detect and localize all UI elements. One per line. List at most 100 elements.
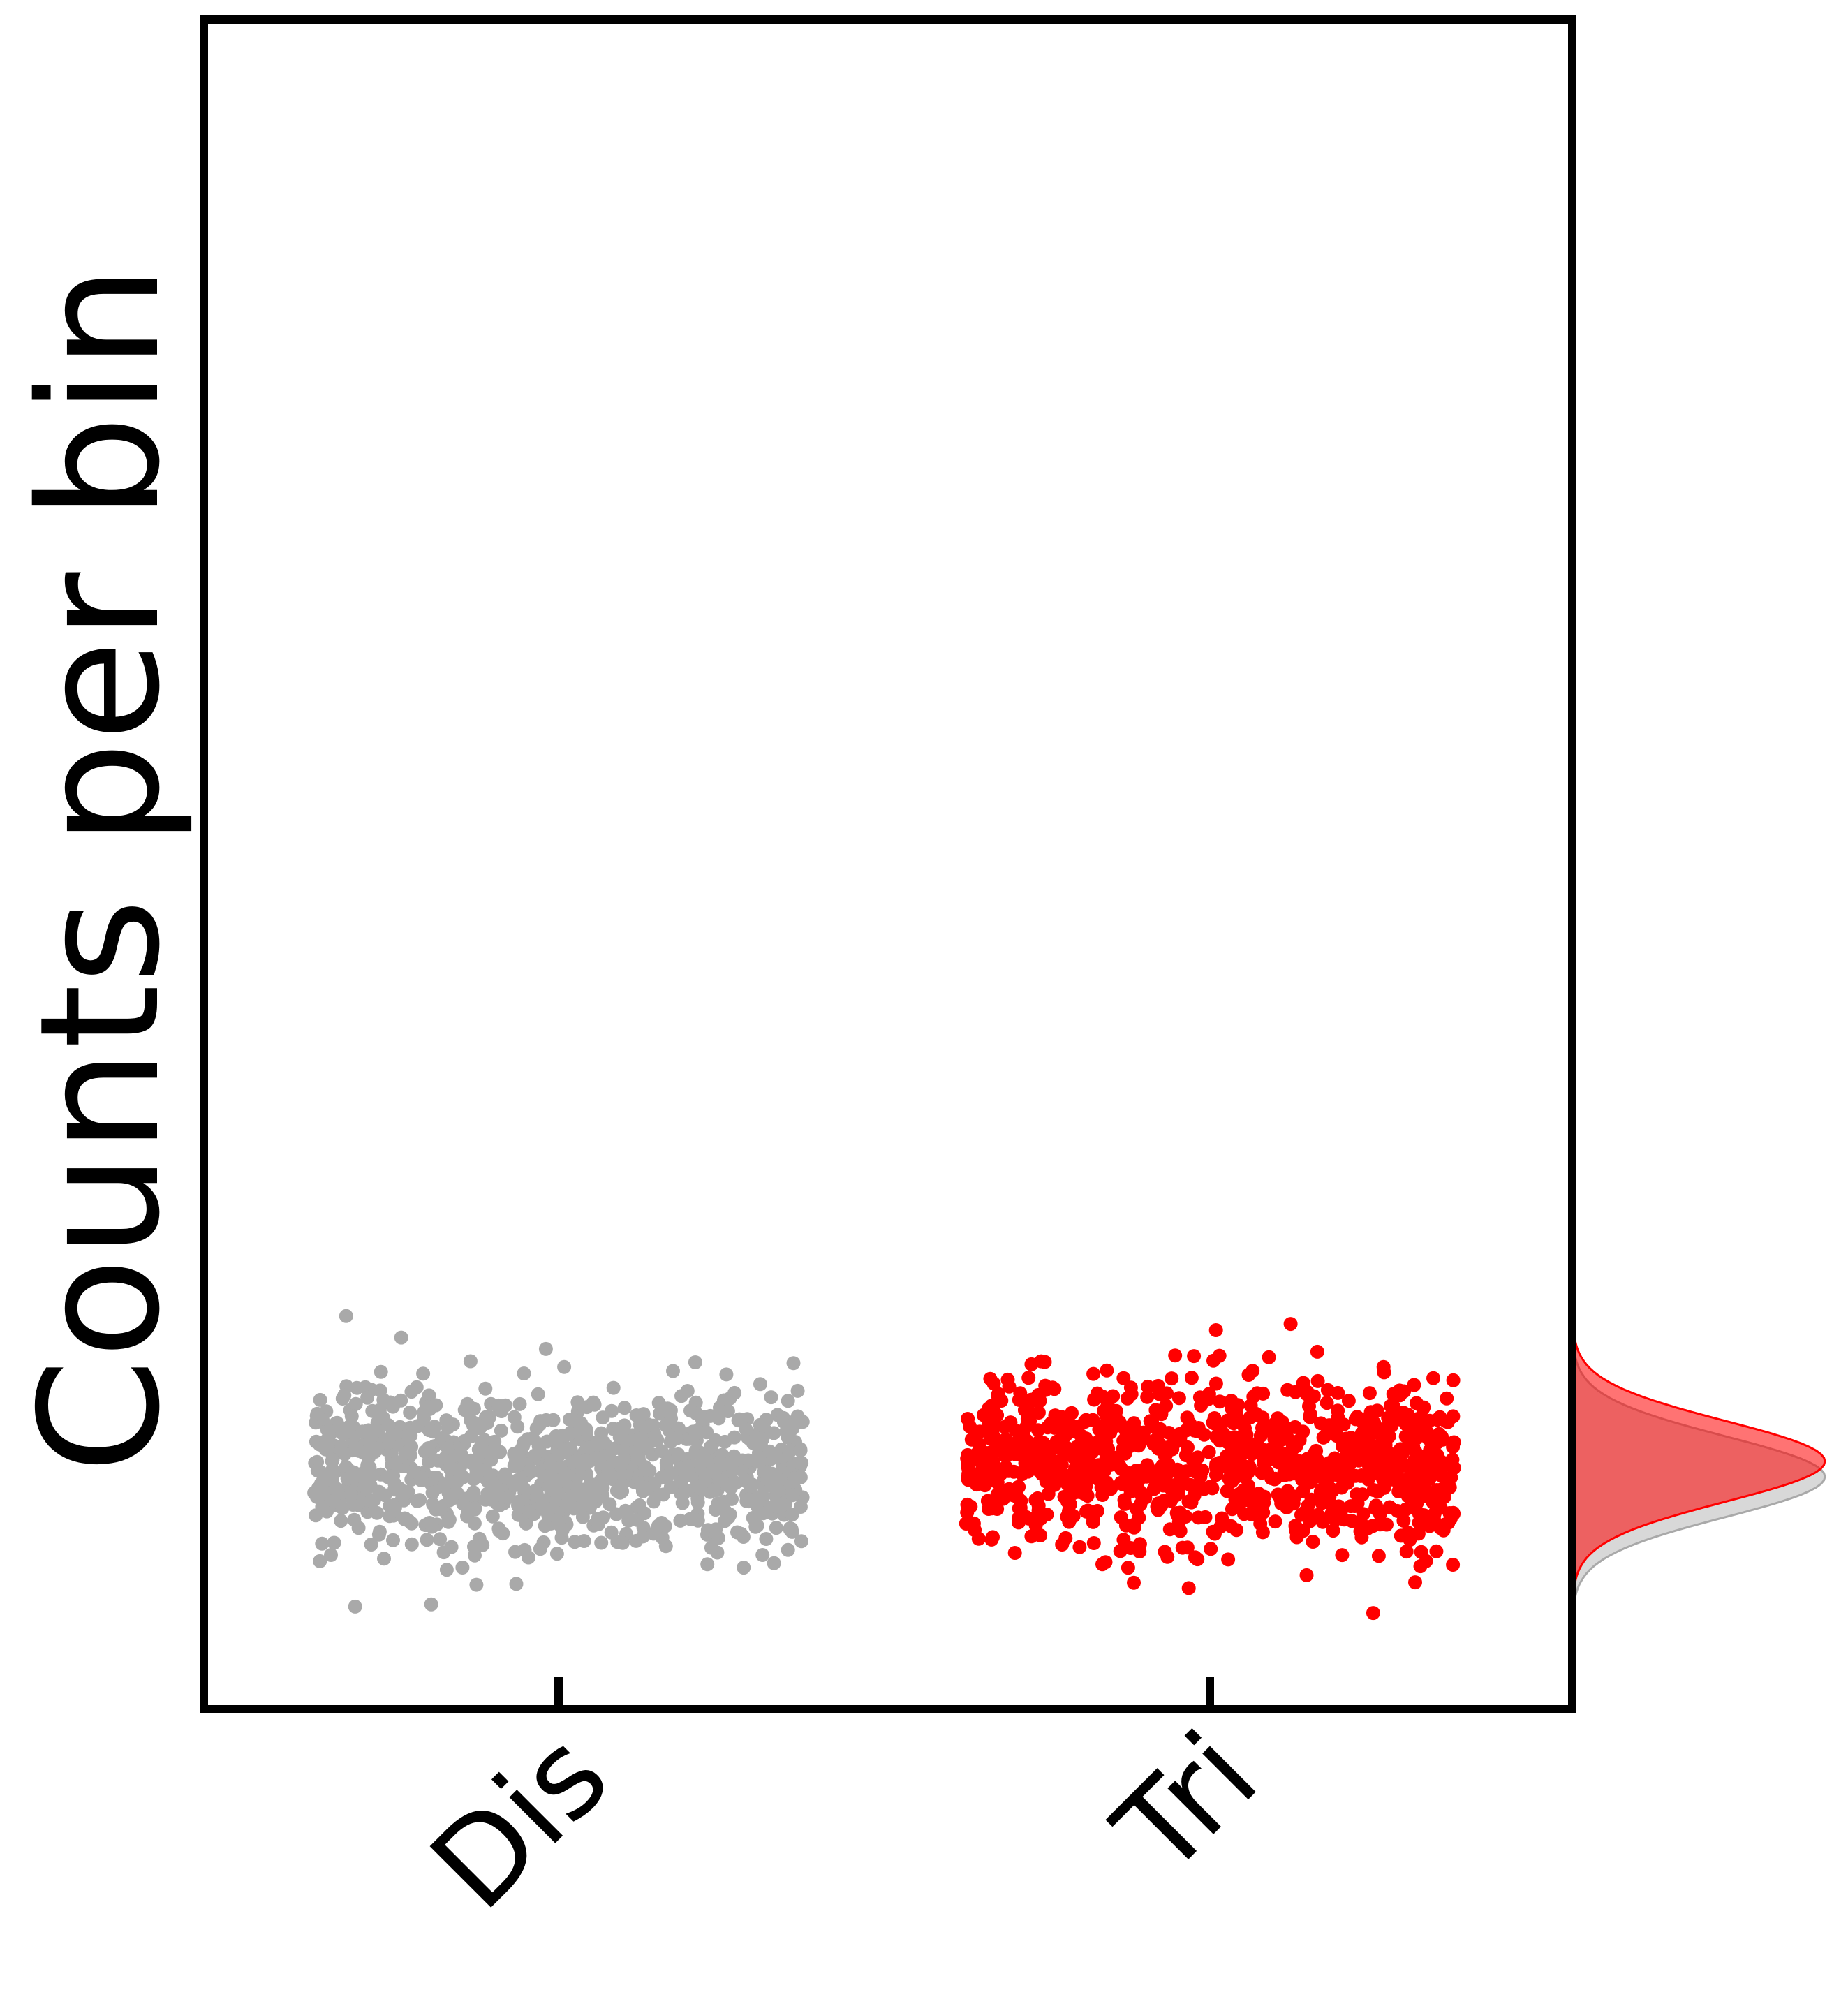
data-point — [1341, 1394, 1356, 1408]
data-point — [781, 1542, 795, 1557]
data-point — [1447, 1435, 1461, 1450]
data-point — [1212, 1348, 1227, 1363]
data-point — [463, 1354, 478, 1369]
data-point — [1086, 1366, 1101, 1381]
data-point — [750, 1454, 764, 1468]
data-point — [1188, 1464, 1202, 1479]
data-point — [1055, 1538, 1070, 1552]
data-point — [760, 1471, 774, 1486]
data-point — [704, 1540, 718, 1555]
data-point — [603, 1497, 617, 1512]
data-point — [1120, 1391, 1134, 1406]
data-point — [404, 1516, 419, 1531]
data-point — [507, 1459, 522, 1473]
data-point — [1296, 1524, 1310, 1538]
data-point — [784, 1521, 799, 1536]
data-point — [1079, 1504, 1093, 1519]
data-point — [1362, 1386, 1377, 1401]
data-point — [1159, 1399, 1174, 1413]
data-point — [387, 1503, 401, 1518]
data-point — [1398, 1502, 1413, 1517]
data-point — [1257, 1463, 1271, 1477]
data-point — [473, 1419, 488, 1433]
data-point — [1027, 1392, 1041, 1407]
data-point — [530, 1488, 545, 1503]
data-point — [456, 1496, 471, 1511]
data-point — [1171, 1514, 1186, 1529]
data-point — [755, 1548, 770, 1562]
data-point — [1067, 1450, 1081, 1465]
data-point — [961, 1412, 975, 1426]
data-point — [327, 1535, 341, 1550]
data-point — [339, 1309, 353, 1323]
data-point — [1175, 1540, 1190, 1555]
marginal-density — [1571, 1299, 1826, 1639]
data-point — [1412, 1488, 1426, 1503]
data-point — [1060, 1440, 1074, 1455]
data-point — [385, 1457, 399, 1472]
data-point — [688, 1395, 703, 1410]
data-point — [1024, 1357, 1039, 1371]
data-point — [767, 1499, 782, 1514]
data-point — [1296, 1484, 1310, 1498]
data-point — [531, 1387, 545, 1401]
data-point — [1033, 1528, 1048, 1542]
data-point — [337, 1388, 352, 1403]
data-point — [1379, 1466, 1394, 1480]
data-point — [1437, 1517, 1452, 1532]
data-point — [723, 1508, 737, 1522]
data-point — [1124, 1477, 1138, 1492]
data-point — [790, 1383, 805, 1398]
data-point — [545, 1475, 560, 1489]
data-point — [382, 1436, 397, 1450]
data-point — [573, 1421, 588, 1436]
data-point — [781, 1430, 795, 1445]
data-point — [416, 1366, 431, 1381]
data-point — [422, 1516, 437, 1530]
data-point — [1064, 1418, 1079, 1433]
data-point — [1435, 1430, 1449, 1445]
data-point — [501, 1490, 515, 1505]
data-point — [568, 1535, 582, 1549]
data-point — [450, 1475, 464, 1489]
data-point — [310, 1464, 325, 1478]
data-point — [420, 1533, 434, 1547]
data-point — [1037, 1355, 1052, 1369]
data-point — [1268, 1514, 1282, 1529]
data-point — [991, 1388, 1005, 1403]
data-point — [398, 1445, 413, 1460]
data-point — [575, 1510, 590, 1524]
data-point — [786, 1356, 801, 1371]
data-point — [764, 1390, 778, 1405]
data-point — [1019, 1444, 1034, 1459]
data-point — [1190, 1424, 1204, 1438]
data-point — [759, 1413, 774, 1427]
data-point — [309, 1434, 323, 1449]
data-point — [563, 1489, 578, 1504]
data-point — [596, 1510, 610, 1525]
data-point — [511, 1498, 525, 1512]
data-point — [629, 1408, 644, 1422]
data-point — [1100, 1363, 1114, 1378]
data-point — [690, 1495, 705, 1510]
data-point — [512, 1396, 527, 1411]
data-point — [1077, 1443, 1092, 1458]
data-point — [1184, 1495, 1199, 1510]
data-point — [433, 1502, 448, 1517]
data-point — [1019, 1420, 1034, 1433]
data-point — [1127, 1416, 1141, 1431]
data-point — [994, 1466, 1008, 1481]
data-point — [1303, 1407, 1317, 1422]
data-point — [1215, 1511, 1229, 1526]
data-point — [674, 1389, 688, 1403]
data-point — [646, 1418, 660, 1433]
data-point — [1378, 1438, 1393, 1452]
data-point — [516, 1438, 531, 1453]
data-point — [1408, 1445, 1423, 1459]
data-point — [384, 1446, 399, 1461]
data-point — [1135, 1487, 1150, 1501]
data-point — [1208, 1526, 1222, 1541]
data-point — [1430, 1447, 1444, 1462]
data-point — [1321, 1495, 1336, 1510]
data-point — [1354, 1426, 1369, 1440]
